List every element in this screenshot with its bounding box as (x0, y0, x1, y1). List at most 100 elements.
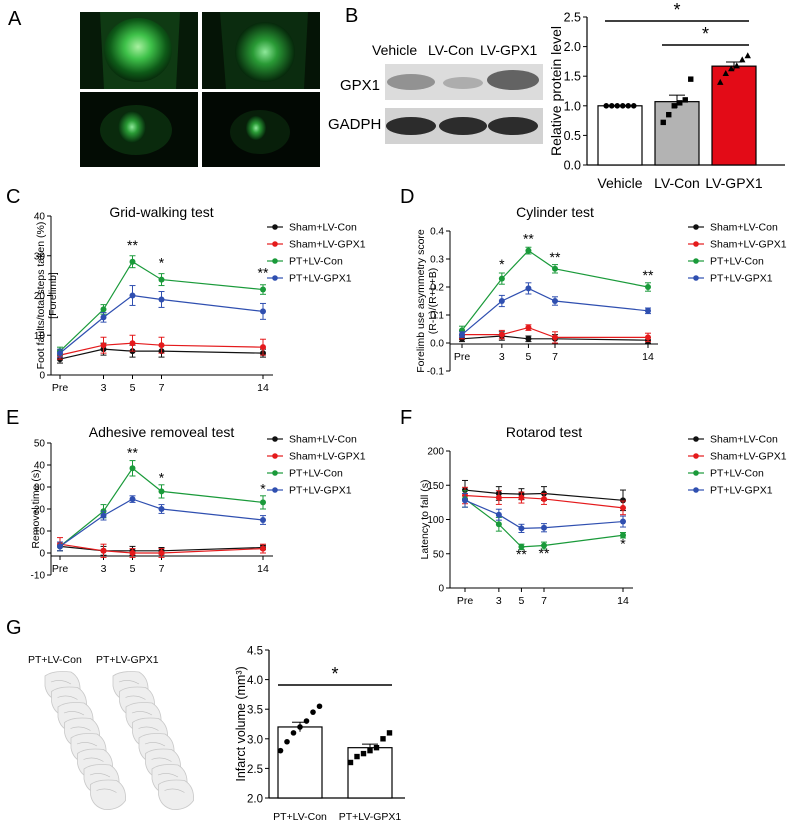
y-tick-label: 4.0 (247, 675, 263, 687)
y-tick-label: 0.0 (564, 159, 581, 173)
fluorescence-tile-1 (80, 12, 198, 89)
panel-letter-b: B (345, 5, 359, 27)
data-point (459, 331, 465, 338)
y-axis-label: Removel time (s) (30, 469, 42, 548)
y-axis-label: (R-L)/(R+L+B) (427, 268, 439, 335)
bar (654, 101, 700, 166)
individual-point (284, 738, 290, 745)
legend-marker (693, 224, 699, 230)
legend-label: Sham+LV-GPX1 (289, 239, 366, 251)
individual-point (614, 103, 621, 109)
individual-point (630, 103, 637, 109)
data-point (620, 532, 626, 539)
legend-marker (272, 224, 278, 230)
x-tick-label: 5 (526, 351, 532, 363)
data-point (129, 292, 136, 299)
y-axis-label: Forelimb use asymmetry score (415, 229, 427, 373)
x-tick-label: Pre (52, 563, 69, 575)
brain-slice-detail (76, 742, 98, 747)
data-point (495, 511, 502, 518)
slices-label-lv-gpx1: PT+LV-GPX1 (96, 654, 159, 666)
brain-slice (90, 779, 126, 810)
panel-letter-c: C (6, 186, 21, 208)
data-point (552, 265, 558, 272)
y-tick-label: 40 (34, 212, 46, 223)
blot-band-gpx1-vehicle (387, 74, 435, 90)
y-tick-label: 0.4 (430, 227, 444, 238)
legend-label: Sham+LV-GPX1 (710, 239, 787, 251)
y-tick-label: 2.0 (564, 40, 581, 54)
bar (597, 105, 643, 166)
brain-slice-detail (63, 711, 85, 716)
y-tick-label: 2.5 (564, 11, 581, 25)
series-pt-lv-gpx1 (462, 492, 626, 534)
x-tick-label: 5 (130, 382, 136, 394)
legend-label: PT+LV-Con (710, 256, 764, 268)
significance-star: ** (539, 545, 550, 561)
y-tick-label: 50 (34, 439, 46, 450)
data-point (552, 298, 558, 304)
legend-marker (272, 258, 278, 264)
data-point (495, 521, 502, 528)
individual-point (310, 709, 316, 715)
individual-point (360, 750, 367, 757)
individual-point (619, 103, 626, 109)
legend-label: Sham+LV-GPX1 (289, 451, 366, 463)
data-point (158, 342, 165, 349)
individual-point (660, 119, 666, 126)
data-point (57, 350, 63, 357)
x-tick-label: 3 (496, 595, 502, 607)
data-point (525, 285, 532, 292)
brain-slice-detail (118, 680, 140, 685)
blot-band-gadph-vehicle (386, 117, 436, 135)
y-tick-label: 0.0 (430, 339, 444, 350)
data-point (100, 306, 107, 313)
brain-slice-detail (125, 695, 146, 700)
data-point (129, 340, 136, 347)
legend-marker (693, 487, 699, 493)
data-point (525, 324, 532, 331)
significance-star: * (331, 664, 338, 684)
data-point (260, 517, 266, 523)
y-tick-label: 30 (34, 483, 46, 494)
x-tick-label: 5 (130, 563, 136, 575)
individual-point (722, 70, 729, 77)
y-tick-label: 1.5 (564, 70, 581, 84)
y-tick-label: 200 (427, 447, 444, 458)
individual-point (733, 62, 740, 69)
legend-marker (272, 453, 278, 459)
y-tick-label: 20 (34, 291, 46, 302)
data-point (100, 342, 107, 349)
y-tick-label: 0.5 (564, 129, 581, 143)
y-tick-label: 2.0 (247, 794, 263, 806)
fluorescence-tile-3 (80, 92, 198, 167)
data-point (620, 497, 626, 504)
data-point (129, 496, 136, 503)
data-point (260, 499, 266, 506)
y-axis-label: Infarct volume (mm³) (234, 666, 248, 781)
individual-point (677, 100, 683, 106)
brain-slice-detail (83, 757, 104, 762)
brain-slice-detail (157, 773, 179, 778)
data-point (552, 334, 558, 341)
individual-point (367, 747, 373, 754)
data-point (129, 258, 136, 265)
y-axis-label: Latency to fall (s) (419, 480, 431, 560)
infarct-volume-chart: 2.0 2.5 3.0 3.5 4.0 4.5 Infarct volume (mm³) PT… (234, 646, 405, 823)
significance-star: ** (523, 231, 534, 247)
rotarod-chart: Rotarod test 0 50 100 150 200 Pre 3 5 7 14 Latency … (419, 424, 787, 607)
significance-star: * (159, 470, 165, 486)
x-tick-label: Pre (457, 595, 474, 607)
chart-title: Cylinder test (516, 204, 594, 220)
individual-point (728, 65, 735, 72)
legend-marker (693, 258, 699, 264)
significance-star: ** (258, 265, 269, 281)
data-point (260, 545, 266, 552)
individual-point (290, 730, 297, 736)
y-tick-label: 10 (34, 527, 46, 538)
y-tick-label: 100 (427, 515, 444, 526)
data-point (158, 276, 165, 283)
x-tick-label: 7 (159, 382, 165, 394)
y-tick-label: 50 (433, 549, 445, 560)
individual-point (347, 759, 354, 766)
